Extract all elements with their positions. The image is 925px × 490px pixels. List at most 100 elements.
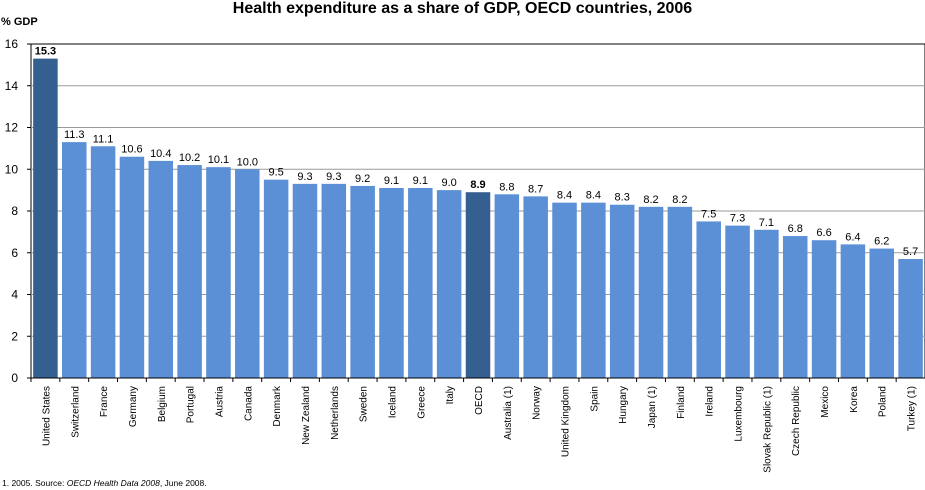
data-label: 9.3 bbox=[297, 171, 312, 183]
data-label: 6.8 bbox=[788, 223, 803, 235]
footnote-source-title: OECD Health Data 2008 bbox=[66, 478, 160, 488]
x-tick-label: Korea bbox=[849, 386, 860, 413]
x-tick-label: Sweden bbox=[359, 386, 370, 422]
data-label: 9.1 bbox=[384, 175, 399, 187]
bar bbox=[465, 192, 491, 378]
x-tick-label: Poland bbox=[878, 386, 889, 417]
x-tick-label: New Zealand bbox=[301, 386, 312, 445]
x-tick-label: Denmark bbox=[272, 385, 283, 427]
x-tick-label: Luxembourg bbox=[734, 386, 745, 442]
bar bbox=[754, 229, 779, 378]
bar bbox=[725, 225, 750, 378]
bar bbox=[33, 58, 58, 379]
bar bbox=[292, 183, 318, 378]
x-tick-label: Norway bbox=[532, 386, 543, 420]
bar bbox=[523, 196, 548, 378]
x-tick-label: Canada bbox=[243, 386, 254, 421]
bar bbox=[119, 156, 145, 378]
y-tick-label: 12 bbox=[5, 121, 19, 135]
x-tick-label: OECD bbox=[474, 386, 485, 415]
data-label: 8.9 bbox=[470, 179, 485, 191]
x-tick-label: Switzerland bbox=[70, 386, 81, 438]
bar bbox=[782, 236, 808, 378]
x-tick-label: Mexico bbox=[820, 386, 831, 418]
bar bbox=[869, 248, 894, 378]
data-label: 7.5 bbox=[701, 208, 716, 220]
bar bbox=[379, 188, 404, 378]
bar bbox=[321, 183, 347, 378]
data-label: 9.3 bbox=[326, 171, 341, 183]
bar bbox=[609, 204, 635, 378]
data-label: 15.3 bbox=[35, 46, 56, 58]
data-label: 9.1 bbox=[413, 175, 428, 187]
bar bbox=[667, 206, 693, 378]
data-label: 8.2 bbox=[672, 194, 687, 206]
footnote-prefix: 1. 2005. Source: bbox=[2, 478, 67, 488]
x-tick-label: Slovak Republic (1) bbox=[762, 386, 773, 473]
footnote: 1. 2005. Source: OECD Health Data 2008, … bbox=[2, 478, 207, 488]
x-tick-label: Hungary bbox=[618, 386, 629, 424]
x-tick-label: United Kingdom bbox=[561, 386, 572, 457]
data-label: 8.8 bbox=[499, 181, 514, 193]
x-tick-label: Japan (1) bbox=[647, 386, 658, 428]
y-tick-label: 2 bbox=[11, 329, 18, 343]
x-tick-label: United States bbox=[41, 386, 52, 446]
data-label: 6.4 bbox=[845, 231, 860, 243]
bar bbox=[235, 169, 260, 378]
x-tick-label: Australia (1) bbox=[503, 386, 514, 440]
y-tick-label: 10 bbox=[5, 162, 19, 176]
data-label: 8.3 bbox=[615, 192, 630, 204]
x-tick-label: Czech Republic bbox=[791, 386, 802, 456]
bar-chart: 0 2 4 6 8 10 12 14 16 15.3 United States 11.3 Switze… bbox=[5, 37, 925, 473]
data-label: 8.4 bbox=[557, 190, 572, 202]
data-label: 8.4 bbox=[586, 190, 601, 202]
bar bbox=[90, 146, 116, 378]
data-label: 8.2 bbox=[643, 194, 658, 206]
bar bbox=[177, 165, 202, 378]
bar bbox=[350, 185, 375, 378]
bar bbox=[696, 221, 721, 378]
data-label: 11.3 bbox=[64, 129, 85, 141]
bar bbox=[62, 142, 87, 378]
x-tick-label: Turkey (1) bbox=[907, 386, 918, 431]
data-label: 10.0 bbox=[237, 156, 258, 168]
y-tick-label: 16 bbox=[5, 37, 19, 51]
x-tick-label: Finland bbox=[676, 386, 687, 419]
data-label: 10.1 bbox=[208, 154, 229, 166]
bar bbox=[206, 167, 231, 378]
footnote-suffix: , June 2008. bbox=[159, 478, 207, 488]
y-axis-label: % GDP bbox=[1, 16, 38, 28]
data-label: 6.6 bbox=[816, 227, 831, 239]
x-tick-label: France bbox=[99, 386, 110, 418]
x-tick-label: Belgium bbox=[157, 386, 168, 422]
x-tick-label: Netherlands bbox=[330, 386, 341, 440]
x-tick-label: Greece bbox=[416, 386, 427, 419]
x-tick-label: Iceland bbox=[387, 386, 398, 418]
bar bbox=[148, 160, 174, 378]
y-tick-label: 14 bbox=[5, 79, 19, 93]
bar bbox=[811, 240, 837, 378]
data-label: 10.2 bbox=[179, 152, 200, 164]
x-tick-label: Portugal bbox=[186, 386, 197, 423]
x-tick-label: Ireland bbox=[705, 386, 716, 417]
bar bbox=[898, 259, 923, 378]
data-label: 9.5 bbox=[268, 167, 283, 179]
data-label: 7.3 bbox=[730, 213, 745, 225]
bar bbox=[581, 202, 606, 378]
data-label: 11.1 bbox=[93, 133, 114, 145]
y-tick-label: 6 bbox=[11, 246, 18, 260]
bar bbox=[552, 202, 577, 378]
data-label: 7.1 bbox=[759, 217, 774, 229]
data-label: 10.4 bbox=[150, 148, 171, 160]
chart-title: Health expenditure as a share of GDP, OE… bbox=[232, 0, 693, 17]
bar bbox=[408, 188, 433, 378]
bar bbox=[638, 206, 664, 378]
data-label: 5.7 bbox=[903, 246, 918, 258]
data-label: 9.2 bbox=[355, 173, 370, 185]
x-tick-label: Austria bbox=[214, 386, 225, 418]
data-label: 10.6 bbox=[121, 144, 142, 156]
data-label: 6.2 bbox=[874, 236, 889, 248]
x-tick-label: Italy bbox=[445, 386, 456, 404]
bar bbox=[263, 179, 289, 378]
bar bbox=[494, 194, 520, 378]
